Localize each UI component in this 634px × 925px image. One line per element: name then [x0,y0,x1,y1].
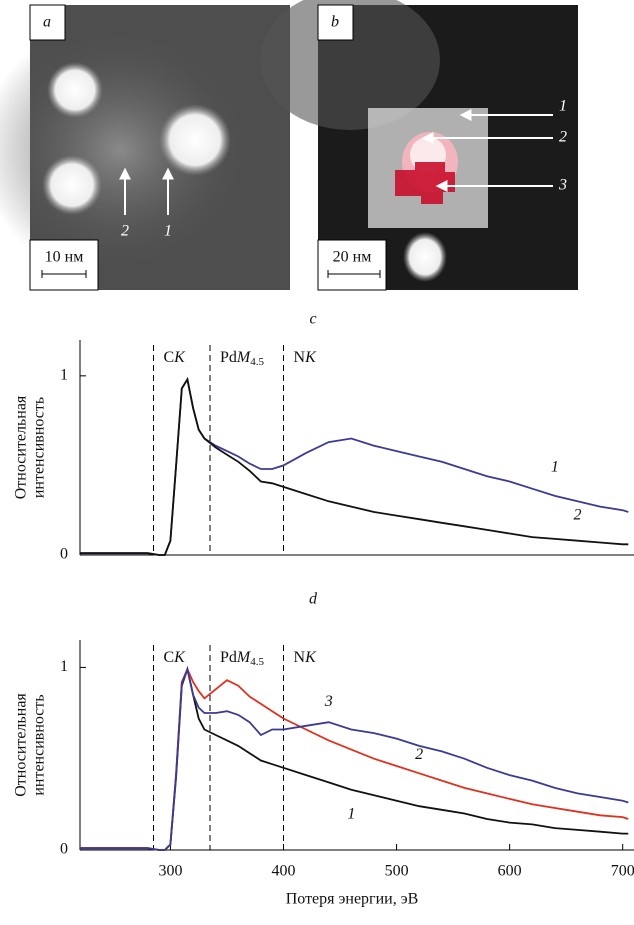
edge-label: PdM4.5 [220,349,264,368]
edge-label: CK [163,649,186,666]
shell: M [236,649,252,666]
shell: K [304,649,317,666]
shell: K [304,349,317,366]
element: C [163,349,174,366]
y-axis-label: интенсивность [31,694,48,795]
subshell: 4.5 [250,656,264,668]
series-label: 1 [347,805,355,822]
series-line [80,666,629,851]
particle [159,104,231,176]
scale-box [29,239,99,291]
arrow-label: 2 [559,129,567,146]
series-line [80,376,629,556]
arrow-label: 1 [164,223,172,240]
subshell: 4.5 [250,356,264,368]
arrow-label: 1 [559,98,567,115]
shell: K [173,649,186,666]
series-label: 1 [551,459,559,476]
y-tick-label: 0 [60,841,68,858]
shell: M [236,349,252,366]
y-tick-label: 0 [60,546,68,563]
element: N [294,649,306,666]
y-axis-label: Относительная [13,395,30,499]
particle [42,155,102,215]
shell: K [173,349,186,366]
element: Pd [220,349,237,366]
arrow-label: 3 [558,177,567,194]
label-box [29,4,66,41]
x-axis-label: Потеря энергии, эВ [286,891,419,908]
edge-label: NK [294,349,318,366]
x-tick-label: 600 [498,863,522,880]
x-tick-label: 700 [611,863,634,880]
series-line [80,665,629,851]
y-axis-label: Относительная [13,693,30,797]
series-label: 2 [415,746,423,763]
arrow-label: 2 [121,223,129,240]
series-label: 3 [324,693,333,710]
panel-letter: b [331,14,339,31]
element: Pd [220,649,237,666]
edge-label: CK [163,349,186,366]
particle [47,62,103,118]
y-tick-label: 1 [60,367,68,384]
x-tick-label: 400 [272,863,296,880]
y-tick-label: 1 [60,658,68,675]
x-tick-label: 300 [158,863,182,880]
series-line [80,666,629,851]
particle [403,232,447,282]
series-label: 2 [573,506,581,523]
series-line [80,376,629,556]
scale-label: 20 нм [333,249,372,266]
element: N [294,349,306,366]
scale-bar [41,270,87,278]
scale-box [317,239,387,291]
label-box [317,4,354,41]
edge-label: PdM4.5 [220,649,264,668]
red-region [395,162,455,204]
panel-letter: a [43,14,51,31]
element: C [163,649,174,666]
chart-title: d [309,591,318,608]
x-tick-label: 500 [385,863,409,880]
scale-bar [327,270,381,278]
scale-label: 10 нм [45,249,84,266]
edge-label: NK [294,649,318,666]
y-axis-label: интенсивность [31,397,48,498]
background-haze [260,0,440,130]
chart-title: c [309,311,316,328]
panel-b: 1 2 3 b 20 нм [260,0,578,291]
panel-a: 2 1 a 10 нм [0,4,290,291]
